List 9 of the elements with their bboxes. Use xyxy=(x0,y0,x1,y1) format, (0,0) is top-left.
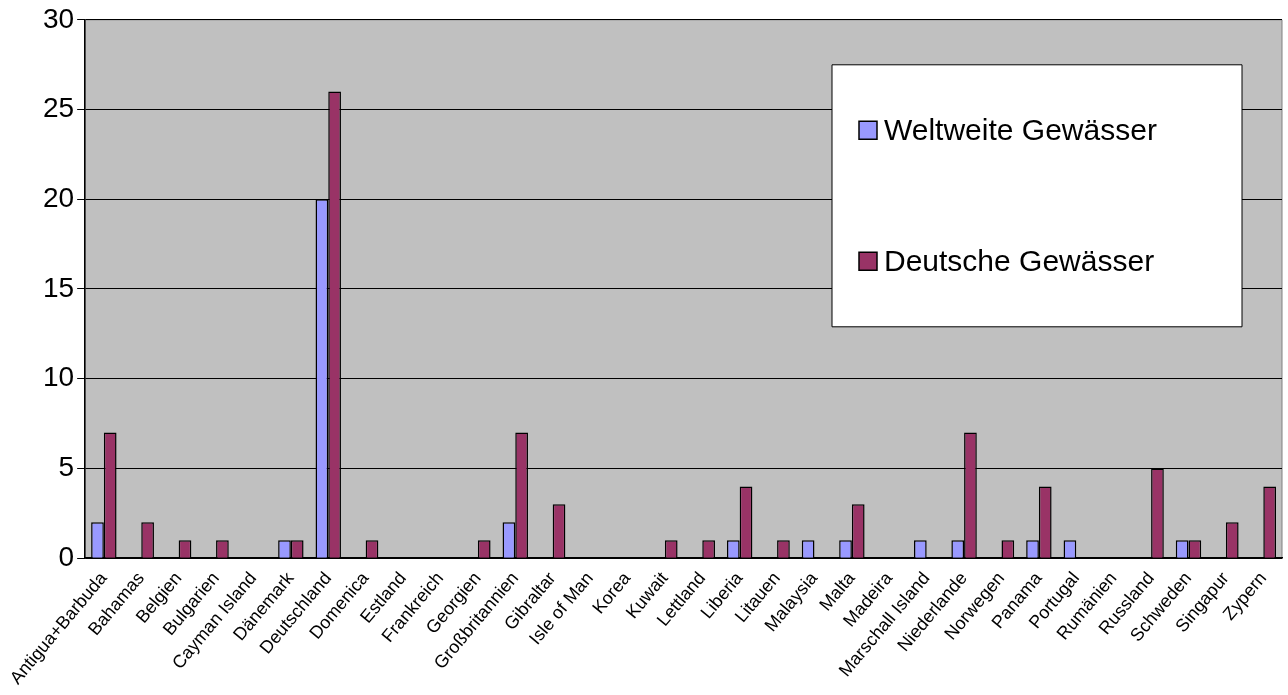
y-tick-label: 20 xyxy=(42,181,75,213)
y-tick-label: 25 xyxy=(42,92,75,124)
y-tick-label: 15 xyxy=(42,271,75,303)
y-tick-label: 0 xyxy=(58,540,75,572)
legend-label: Deutsche Gewässer xyxy=(884,243,1155,277)
legend-label: Weltweite Gewässer xyxy=(884,112,1157,146)
y-tick-label: 5 xyxy=(58,451,75,483)
y-tick-label: 30 xyxy=(42,2,75,34)
y-tick-label: 10 xyxy=(42,361,75,393)
